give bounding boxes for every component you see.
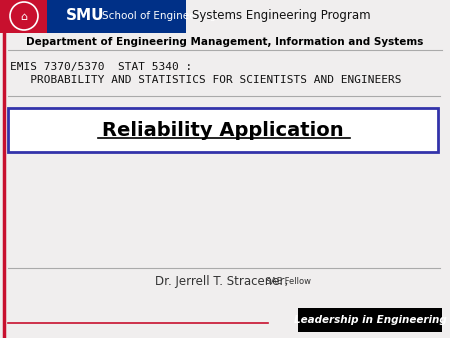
FancyBboxPatch shape xyxy=(298,308,442,332)
Text: Reliability Application: Reliability Application xyxy=(102,121,344,140)
Text: ⌂: ⌂ xyxy=(20,12,27,22)
Text: Leadership in Engineering: Leadership in Engineering xyxy=(293,315,446,325)
Text: School of Engineering: School of Engineering xyxy=(102,11,216,21)
Text: Dr. Jerrell T. Stracener,: Dr. Jerrell T. Stracener, xyxy=(155,275,288,289)
Circle shape xyxy=(9,1,39,31)
Bar xyxy=(47,0,186,33)
FancyBboxPatch shape xyxy=(8,108,438,152)
Text: EMIS 7370/5370  STAT 5340 :: EMIS 7370/5370 STAT 5340 : xyxy=(10,62,192,72)
Text: Systems Engineering Program: Systems Engineering Program xyxy=(192,9,371,23)
Text: SMU: SMU xyxy=(66,8,104,24)
Bar xyxy=(0,0,186,33)
Text: PROBABILITY AND STATISTICS FOR SCIENTISTS AND ENGINEERS: PROBABILITY AND STATISTICS FOR SCIENTIST… xyxy=(10,75,401,85)
Text: Department of Engineering Management, Information and Systems: Department of Engineering Management, In… xyxy=(26,37,424,47)
Text: SAE Fellow: SAE Fellow xyxy=(263,277,311,287)
